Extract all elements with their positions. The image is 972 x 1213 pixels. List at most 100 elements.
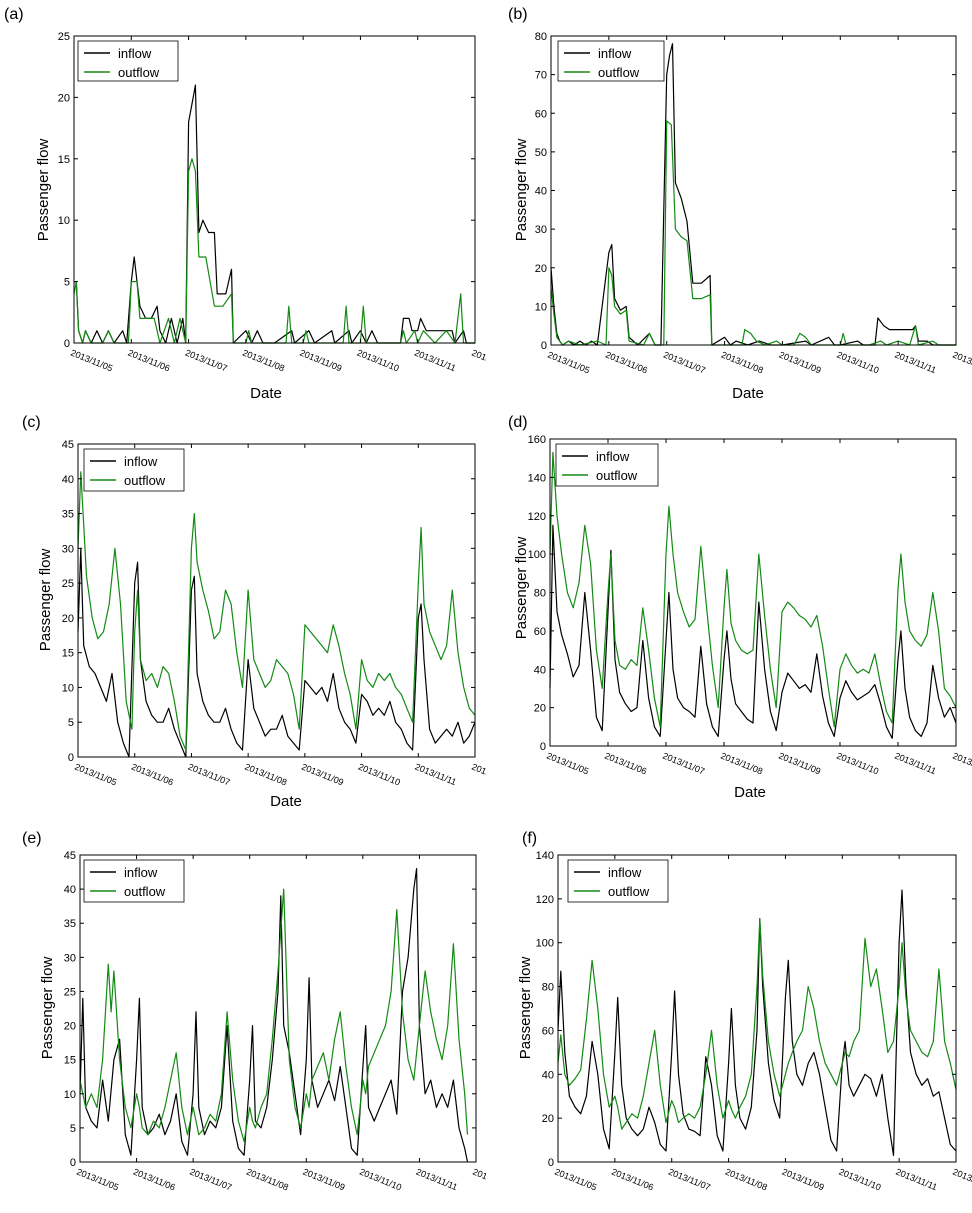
legend: inflow outflow xyxy=(567,859,669,903)
x-tick-label: 2013/11/08 xyxy=(241,348,286,374)
y-tick-label: 0 xyxy=(68,752,74,764)
y-tick-label: 5 xyxy=(64,277,70,289)
y-tick-label: 20 xyxy=(534,703,546,715)
legend-label-inflow: inflow xyxy=(596,449,630,464)
legend-label-outflow: outflow xyxy=(118,65,160,80)
legend-box xyxy=(83,448,185,492)
axes-frame xyxy=(73,35,476,344)
y-tick-label: 20 xyxy=(62,613,74,625)
series-line-outflow xyxy=(79,888,469,1143)
y-tick-label: 0 xyxy=(548,1157,554,1169)
x-tick-label: 2013/11/05 xyxy=(69,348,114,374)
x-tick-label: 2013/11/07 xyxy=(184,348,229,374)
y-tick-label: 30 xyxy=(535,224,547,236)
x-tick-label: 2013/11/12 xyxy=(951,350,972,376)
y-tick-label: 0 xyxy=(70,1157,76,1169)
y-axis-label: Passenger flow xyxy=(517,957,534,1060)
legend-label-inflow: inflow xyxy=(124,454,158,469)
y-tick-label: 60 xyxy=(534,626,546,638)
x-tick-label: 2013/11/12 xyxy=(951,1167,972,1193)
y-tick-label: 25 xyxy=(62,578,74,590)
y-tick-label: 15 xyxy=(58,154,70,166)
y-tick-label: 40 xyxy=(542,1069,554,1081)
y-tick-label: 35 xyxy=(64,918,76,930)
x-tick-label: 2013/11/05 xyxy=(75,1167,120,1193)
legend-label-inflow: inflow xyxy=(124,865,158,880)
y-tick-label: 20 xyxy=(64,1021,76,1033)
panel-d: (d) 0 20 40 60 80 100 120 140 160 2013/11/05 2013/… xyxy=(486,410,972,820)
x-tick-label: 2013/11/10 xyxy=(838,1167,883,1193)
x-tick-label: 2013/11/08 xyxy=(719,751,764,777)
x-tick-label: 2013/11/05 xyxy=(73,762,118,788)
y-tick-label: 25 xyxy=(58,31,70,43)
y-tick-label: 120 xyxy=(536,894,554,906)
y-tick-label: 80 xyxy=(535,31,547,43)
y-tick-label: 40 xyxy=(535,186,547,198)
axes-frame xyxy=(557,854,957,1163)
y-axis-label: Passenger flow xyxy=(35,139,52,242)
panel-label: (b) xyxy=(508,6,528,23)
panel-label: (e) xyxy=(22,830,42,847)
y-tick-label: 20 xyxy=(535,263,547,275)
x-tick-label: 2013/11/07 xyxy=(188,1167,233,1193)
legend: inflow outflow xyxy=(555,443,659,487)
chart-e: 0 5 10 15 20 25 30 35 40 45 2013/11/05 2013/11/06 20… xyxy=(39,850,516,1213)
x-tick-label: 2013/11/09 xyxy=(298,348,343,374)
x-tick-label: 2013/11/05 xyxy=(553,1167,598,1193)
x-tick-label: 2013/11/12 xyxy=(470,348,486,374)
legend: inflow outflow xyxy=(83,448,185,492)
y-tick-label: 15 xyxy=(62,648,74,660)
legend-box xyxy=(83,859,185,903)
chart-d: 0 20 40 60 80 100 120 140 160 2013/11/05 2013/11/0… xyxy=(513,434,972,801)
x-tick-label: 2013/11/11 xyxy=(893,350,937,376)
x-tick-label: 2013/11/06 xyxy=(130,762,175,788)
x-tick-label: 2013/11/10 xyxy=(357,762,402,788)
y-tick-label: 30 xyxy=(62,543,74,555)
panel-label: (c) xyxy=(22,414,41,431)
x-tick-label: 2013/11/11 xyxy=(413,348,457,374)
y-tick-label: 140 xyxy=(528,472,546,484)
y-tick-label: 70 xyxy=(535,70,547,82)
y-tick-label: 80 xyxy=(542,982,554,994)
series-line-outflow xyxy=(550,120,956,346)
axes-frame xyxy=(77,443,476,758)
panel-label: (d) xyxy=(508,414,528,431)
x-tick-label: 2013/11/06 xyxy=(603,751,648,777)
series-line-outflow xyxy=(73,158,475,344)
y-tick-label: 0 xyxy=(540,741,546,753)
legend-box xyxy=(77,40,179,82)
x-axis-label: Date xyxy=(734,784,766,801)
x-tick-label: 2013/11/09 xyxy=(777,751,822,777)
legend-label-outflow: outflow xyxy=(124,884,166,899)
y-tick-label: 20 xyxy=(58,92,70,104)
panel-c: (c) 0 5 10 15 20 25 30 35 40 45 2013/11/05 2013/11/… xyxy=(0,410,515,820)
panel-b: (b) 0 10 20 30 40 50 60 70 80 2013/11/05 2013/11/0… xyxy=(486,0,972,410)
y-tick-label: 45 xyxy=(64,850,76,862)
y-tick-label: 35 xyxy=(62,509,74,521)
series-line-outflow xyxy=(557,918,957,1130)
series-line-inflow xyxy=(79,868,469,1163)
x-tick-label: 2013/11/12 xyxy=(951,751,972,777)
chart-f: 0 20 40 60 80 100 120 140 2013/11/05 2013/11/06 20… xyxy=(517,850,972,1213)
legend: inflow outflow xyxy=(557,40,665,82)
legend-label-inflow: inflow xyxy=(118,46,152,61)
x-tick-label: 2013/11/06 xyxy=(127,348,172,374)
x-axis-label: Date xyxy=(732,385,764,402)
legend-label-outflow: outflow xyxy=(124,473,166,488)
x-tick-label: 2013/11/07 xyxy=(661,751,706,777)
series-line-inflow xyxy=(550,43,956,346)
x-tick-label: 2013/11/10 xyxy=(835,751,880,777)
y-tick-label: 15 xyxy=(64,1055,76,1067)
series-line-outflow xyxy=(77,471,476,751)
x-tick-label: 2013/11/06 xyxy=(604,350,649,376)
y-axis-label: Passenger flow xyxy=(37,549,54,652)
panel-e: (e) 0 5 10 15 20 25 30 35 40 45 2013/11/05 2013/11/… xyxy=(0,820,516,1213)
x-axis-label: Date xyxy=(270,793,302,810)
series-line-inflow xyxy=(557,889,957,1156)
y-tick-label: 25 xyxy=(64,986,76,998)
x-tick-label: 2013/11/07 xyxy=(662,350,707,376)
y-tick-label: 60 xyxy=(542,1025,554,1037)
y-tick-label: 30 xyxy=(64,952,76,964)
y-tick-label: 100 xyxy=(528,549,546,561)
x-tick-label: 2013/11/08 xyxy=(720,350,765,376)
